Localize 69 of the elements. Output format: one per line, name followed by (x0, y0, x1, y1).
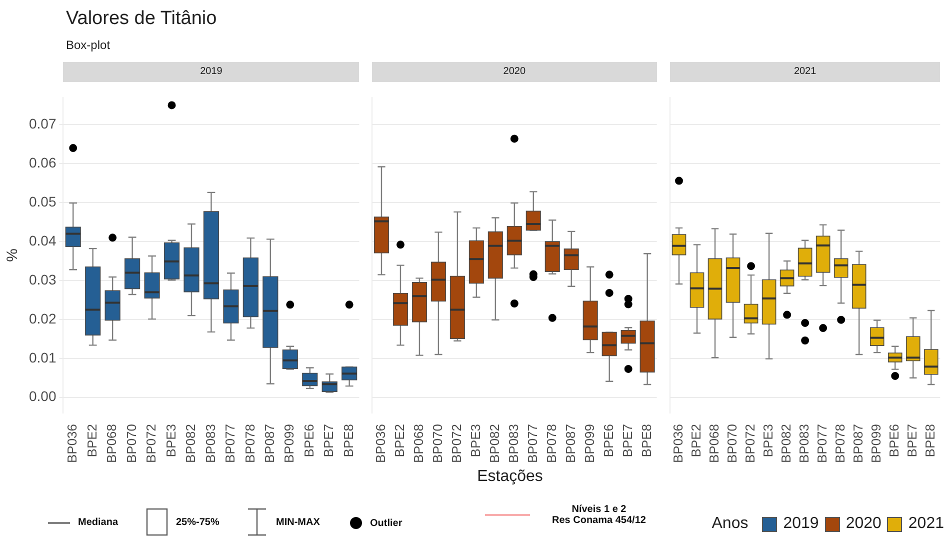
x-tick-label: BP077 (524, 424, 540, 464)
x-tick-label: BPE6 (886, 424, 902, 458)
x-tick-label: BPE2 (84, 424, 100, 458)
x-tick-label: BP070 (724, 424, 740, 464)
y-axis-title: % (4, 248, 22, 262)
x-tick-label: BP087 (850, 424, 866, 464)
x-tick-label: BPE7 (904, 424, 920, 458)
text: 2021 (794, 66, 816, 77)
x-tick-label: BP036 (64, 424, 80, 464)
x-tick-label: BPE3 (163, 424, 178, 458)
y-tick-label: 0.01 (29, 349, 56, 366)
x-tick-label: BP077 (814, 424, 830, 464)
x-tick-label: BP070 (124, 424, 139, 464)
x-tick-label: BPE8 (638, 424, 654, 458)
x-tick-label: BP077 (222, 424, 238, 464)
x-tick-label: BPE6 (600, 424, 616, 458)
legend-label: 2019 (783, 515, 819, 533)
text: Outlier (370, 518, 402, 528)
legend-label: 2020 (846, 515, 882, 533)
text: 2020 (503, 66, 526, 77)
x-tick-label: BP036 (670, 424, 686, 464)
x-tick-label: BP082 (183, 424, 198, 464)
x-tick-label: BP087 (262, 424, 277, 464)
x-tick-label: BP036 (373, 424, 388, 464)
text: Mediana (78, 517, 118, 528)
x-tick-label: BPE7 (321, 424, 336, 458)
x-tick-label: BP078 (242, 424, 258, 464)
x-tick-label: BPE2 (688, 424, 704, 458)
x-tick-label: BPE6 (301, 424, 316, 458)
x-tick-label: BP078 (832, 424, 848, 464)
x-tick-label: BP087 (562, 424, 578, 464)
y-tick-label: 0.04 (29, 232, 56, 248)
x-tick-label: BP072 (742, 424, 758, 464)
x-tick-label: BPE3 (468, 424, 484, 458)
y-tick-label: 0.02 (29, 310, 56, 326)
x-axis-title: Estações (476, 468, 544, 486)
text: 25%-75% (176, 516, 220, 528)
x-tick-label: BP078 (544, 424, 559, 464)
x-tick-label: BP083 (202, 424, 218, 464)
x-tick-label: BP083 (506, 424, 521, 464)
x-tick-label: BPE7 (620, 424, 635, 458)
x-tick-label: BP072 (144, 424, 159, 464)
text: Níveis 1 e 2 Res Conama 454/12 (552, 504, 646, 526)
x-tick-label: BP083 (796, 424, 812, 464)
x-tick-label: BP072 (449, 424, 464, 464)
x-tick-label: BP068 (706, 424, 722, 464)
y-tick-label: 0.05 (29, 193, 56, 210)
y-tick-label: 0.07 (29, 116, 56, 132)
legend-label: 2021 (908, 515, 944, 533)
x-tick-label: BPE3 (760, 424, 776, 458)
y-tick-label: 0.03 (29, 271, 56, 288)
x-tick-label: BP099 (582, 424, 597, 464)
x-tick-label: BP099 (282, 424, 297, 464)
x-tick-label: BP068 (411, 424, 426, 464)
x-tick-label: BP082 (487, 424, 502, 464)
x-tick-label: BPE2 (392, 424, 408, 458)
chart-subtitle: Box-plot (66, 38, 110, 52)
text: 2019 (200, 66, 222, 77)
x-tick-label: BP070 (430, 424, 446, 464)
chart-title: Valores de Titânio (66, 8, 217, 30)
text: MIN-MAX (276, 516, 320, 528)
legend-title: Anos (712, 515, 748, 533)
x-tick-label: BP068 (104, 424, 120, 464)
y-tick-label: 0.06 (29, 154, 56, 170)
x-tick-label: BPE8 (922, 424, 938, 458)
x-tick-label: BPE8 (340, 424, 356, 458)
y-tick-label: 0.00 (29, 388, 56, 404)
x-tick-label: BP082 (778, 424, 794, 464)
x-tick-label: BP099 (868, 424, 884, 464)
